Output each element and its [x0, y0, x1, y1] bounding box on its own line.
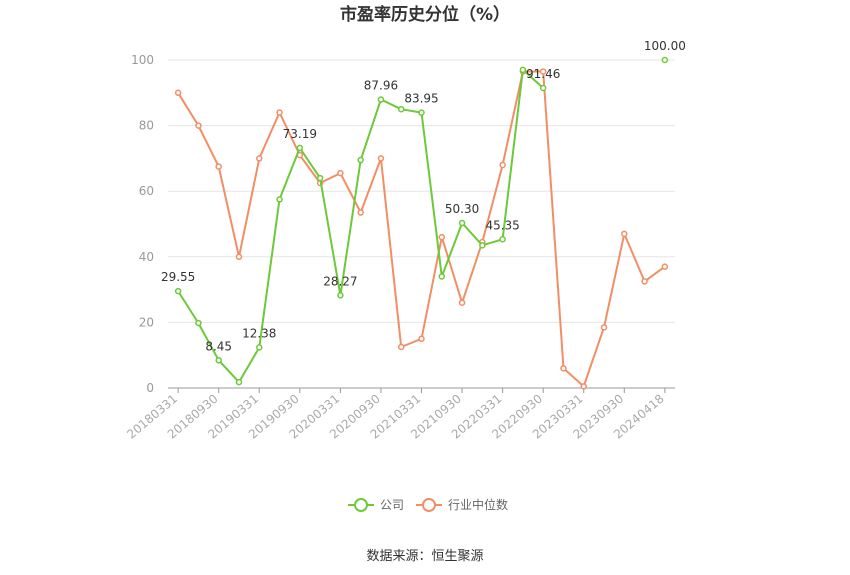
legend-label: 公司 [380, 498, 404, 512]
data-point [357, 209, 364, 216]
data-point [458, 219, 466, 227]
legend-marker-icon [354, 498, 368, 512]
data-point [256, 344, 263, 351]
data-point [195, 122, 202, 129]
x-axis: 2018033120180930201903312019093020200331… [124, 387, 675, 442]
data-point [600, 324, 608, 331]
data-point [256, 155, 263, 162]
data-point [479, 242, 486, 249]
data-point [215, 163, 222, 170]
data-point [235, 378, 243, 386]
data-label: 73.19 [283, 127, 317, 141]
data-point [539, 84, 547, 92]
data-point [316, 174, 324, 182]
data-label: 83.95 [404, 92, 438, 106]
data-label: 29.55 [161, 270, 195, 284]
series-行业中位数 [174, 68, 669, 390]
data-point [195, 319, 202, 327]
data-point [174, 287, 182, 295]
legend-label: 行业中位数 [448, 497, 508, 512]
data-label: 91.46 [526, 67, 560, 81]
data-label: 12.38 [242, 326, 276, 340]
data-label: 8.45 [205, 339, 232, 353]
data-point [377, 96, 385, 103]
data-point [418, 109, 425, 116]
y-tick-label: 100 [131, 53, 154, 67]
data-point [519, 66, 527, 74]
data-point [174, 89, 182, 97]
data-point [661, 263, 669, 270]
y-axis: 0 20 40 60 80 100 [131, 53, 154, 395]
data-point [580, 383, 587, 390]
data-point [539, 68, 547, 75]
data-point [418, 335, 425, 343]
y-tick-label: 60 [139, 184, 154, 198]
y-tick-label: 80 [139, 119, 154, 133]
data-point [276, 196, 283, 203]
data-point [438, 233, 446, 241]
y-tick-label: 20 [139, 315, 154, 329]
data-point [215, 357, 222, 364]
series-公司 [174, 56, 669, 386]
data-point [397, 105, 405, 113]
series-group [174, 56, 669, 390]
data-point [641, 278, 648, 285]
data-point [621, 230, 628, 238]
chart-title: 市盈率历史分位（%） [340, 4, 510, 25]
data-point [377, 155, 385, 162]
data-label: 45.35 [485, 218, 519, 232]
data-label: 28.27 [323, 274, 357, 288]
data-point [560, 365, 567, 372]
data-point [438, 273, 446, 280]
legend[interactable]: 公司 行业中位数 [348, 497, 508, 512]
legend-item-行业中位数[interactable]: 行业中位数 [416, 497, 508, 512]
y-tick-label: 0 [146, 381, 154, 395]
data-point [337, 292, 344, 299]
data-point [357, 156, 364, 164]
data-source: 数据来源：恒生聚源 [366, 549, 483, 564]
data-point [661, 56, 669, 64]
y-tick-label: 40 [139, 250, 154, 264]
data-point [296, 144, 304, 152]
data-label: 100.00 [644, 39, 686, 53]
legend-marker-icon [422, 498, 436, 512]
data-labels: 29.55 8.45 12.38 73.19 28.27 87.96 83.95 50.30 4… [161, 39, 686, 353]
data-point [458, 299, 466, 306]
data-point [499, 161, 506, 169]
legend-item-公司[interactable]: 公司 [348, 498, 404, 512]
data-point [499, 236, 506, 243]
data-label: 87.96 [364, 78, 398, 92]
data-point [276, 109, 283, 116]
data-point [235, 253, 243, 261]
data-label: 50.30 [445, 202, 479, 216]
data-point [397, 343, 405, 351]
data-point [337, 169, 344, 177]
